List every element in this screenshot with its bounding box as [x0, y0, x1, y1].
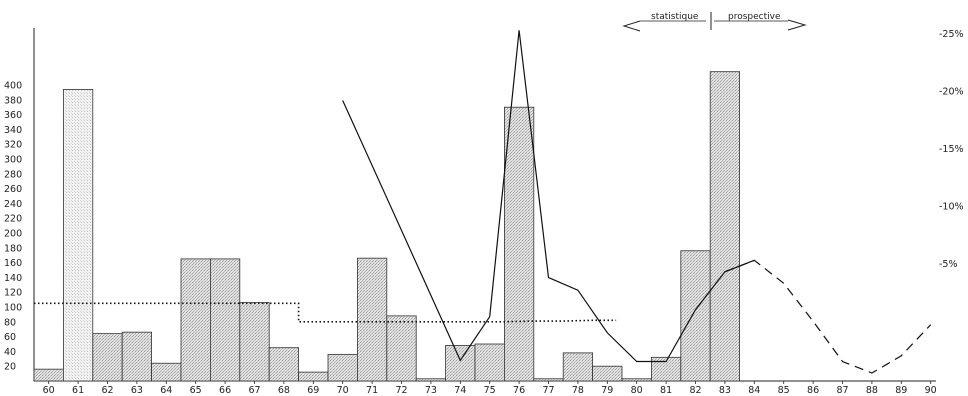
y-right-tick--15pct: -15%: [939, 144, 964, 155]
bar-63: [121, 331, 152, 382]
x-tick-74: 74: [454, 385, 466, 396]
y-left-tick-180: 180: [4, 243, 22, 254]
bar-64: [151, 362, 182, 382]
x-tick-87: 87: [836, 385, 848, 396]
y-left-tick-360: 360: [4, 110, 22, 121]
bar-69: [298, 371, 329, 382]
banner-label-prospective: prospective: [728, 12, 781, 22]
x-tick-79: 79: [601, 385, 613, 396]
bar-75: [474, 343, 505, 382]
banner-left-arrow: [622, 20, 641, 32]
dashed-projection-line: [724, 259, 932, 374]
y-left-tick-40: 40: [4, 347, 16, 358]
x-tick-65: 65: [190, 385, 202, 396]
x-tick-90: 90: [925, 385, 937, 396]
y-left-tick-240: 240: [4, 199, 22, 210]
solid-percent-line: [342, 30, 755, 363]
bar-60: [33, 368, 64, 382]
banner-right-arrow: [787, 19, 807, 31]
x-tick-83: 83: [719, 385, 731, 396]
x-tick-89: 89: [895, 385, 907, 396]
x-tick-61: 61: [72, 385, 84, 396]
x-tick-77: 77: [542, 385, 554, 396]
y-right-tick--5pct: -5%: [939, 259, 958, 270]
y-left-tick-400: 400: [4, 81, 22, 92]
dotted-reference-line: [34, 302, 617, 323]
y-left-tick-220: 220: [4, 214, 22, 225]
bar-82: [680, 250, 711, 382]
x-tick-80: 80: [631, 385, 643, 396]
bar-83: [709, 71, 741, 382]
y-left-tick-280: 280: [4, 169, 22, 180]
y-left-tick-140: 140: [4, 273, 22, 284]
x-tick-72: 72: [395, 385, 407, 396]
bar-72: [386, 315, 417, 382]
bar-65: [180, 258, 211, 382]
y-left-tick-320: 320: [4, 140, 22, 151]
y-left-tick-260: 260: [4, 184, 22, 195]
period-banner: statistique prospective: [622, 12, 807, 32]
bar-79: [592, 365, 623, 382]
x-tick-88: 88: [866, 385, 878, 396]
y-left-tick-380: 380: [4, 95, 22, 106]
x-tick-71: 71: [366, 385, 378, 396]
x-tick-64: 64: [160, 385, 172, 396]
x-tick-60: 60: [43, 385, 55, 396]
x-tick-70: 70: [337, 385, 349, 396]
bar-series: [33, 71, 741, 382]
bar-68: [268, 347, 300, 382]
axes: [33, 28, 936, 382]
y-left-axis-ticks: 20 40 60 80 100 120 140 160 180 200 220 240 260 280 30…: [4, 81, 22, 373]
bar-74: [445, 345, 476, 382]
y-left-tick-200: 200: [4, 229, 22, 240]
x-tick-68: 68: [278, 385, 290, 396]
y-right-tick--25pct: -25%: [939, 29, 964, 40]
bar-76: [503, 106, 535, 382]
bar-77: [533, 378, 564, 382]
x-tick-67: 67: [248, 385, 260, 396]
x-tick-73: 73: [425, 385, 437, 396]
y-right-tick--20pct: -20%: [939, 87, 964, 98]
bar-78: [562, 352, 594, 382]
y-right-tick--10pct: -10%: [939, 202, 964, 213]
y-left-tick-80: 80: [4, 317, 16, 328]
x-tick-78: 78: [572, 385, 584, 396]
dotted-line-path: [34, 302, 617, 323]
bar-67: [239, 302, 270, 382]
x-tick-76: 76: [513, 385, 525, 396]
x-axis-ticks: 60 61 62 63 64 65 66 67 68 69 70 71 72 73 74 75 76 77 78 79…: [43, 381, 937, 396]
y-left-tick-160: 160: [4, 258, 22, 269]
y-left-tick-340: 340: [4, 125, 22, 136]
x-tick-85: 85: [778, 385, 790, 396]
bar-80: [621, 378, 652, 382]
dashed-line-path: [724, 259, 932, 374]
bar-66: [209, 258, 241, 382]
x-tick-69: 69: [307, 385, 319, 396]
x-tick-84: 84: [748, 385, 760, 396]
y-left-tick-300: 300: [4, 155, 22, 166]
y-left-tick-60: 60: [4, 332, 16, 343]
y-left-tick-100: 100: [4, 303, 22, 314]
bar-73: [415, 378, 447, 382]
banner-label-statistique: statistique: [651, 12, 699, 22]
bar-71: [356, 257, 388, 382]
x-tick-82: 82: [689, 385, 701, 396]
bar-61: [63, 89, 94, 382]
x-tick-81: 81: [660, 385, 672, 396]
x-tick-86: 86: [807, 385, 819, 396]
y-right-axis-ticks: -5%-10%-15%-20%-25%-30%: [939, 29, 964, 270]
solid-line-path: [342, 30, 755, 363]
bar-70: [327, 353, 358, 382]
bar-62: [92, 333, 123, 382]
x-tick-62: 62: [101, 385, 113, 396]
y-left-tick-20: 20: [4, 362, 16, 373]
x-tick-66: 66: [219, 385, 231, 396]
x-tick-63: 63: [131, 385, 143, 396]
y-left-tick-120: 120: [4, 288, 22, 299]
x-tick-75: 75: [484, 385, 496, 396]
